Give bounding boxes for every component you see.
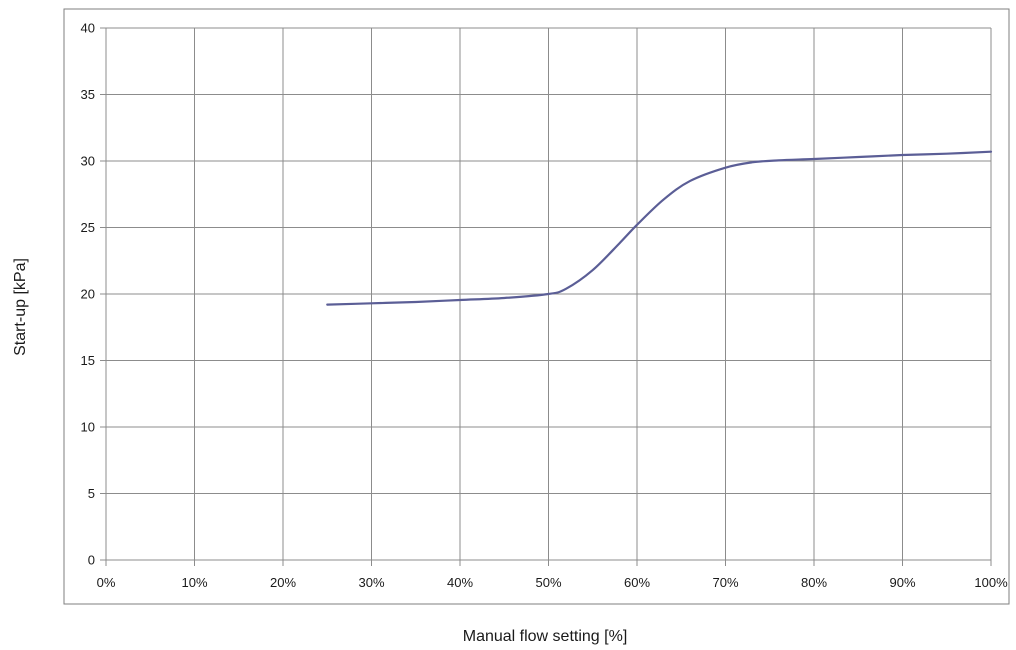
y-tick-label: 15 [81, 353, 95, 368]
chart-frame [63, 8, 1010, 605]
y-tick-label: 20 [81, 287, 95, 302]
x-tick-label: 50% [535, 575, 561, 590]
x-tick-label: 100% [974, 575, 1008, 590]
y-tick-label: 25 [81, 220, 95, 235]
x-tick-label: 40% [447, 575, 473, 590]
x-tick-label: 20% [270, 575, 296, 590]
x-axis-title: Manual flow setting [%] [463, 628, 628, 645]
axis-lines [100, 27, 992, 566]
y-tick-label: 30 [81, 154, 95, 169]
x-tick-label: 0% [97, 575, 116, 590]
y-axis-title: Start-up [kPa] [12, 258, 29, 356]
x-tick-label: 70% [712, 575, 738, 590]
y-tick-labels: 0 5 10 15 20 25 30 35 40 [81, 21, 95, 568]
x-tick-label: 10% [181, 575, 207, 590]
y-tick-label: 5 [88, 486, 95, 501]
x-tick-label: 90% [889, 575, 915, 590]
x-tick-label: 30% [358, 575, 384, 590]
y-tick-label: 35 [81, 87, 95, 102]
x-tick-label: 80% [801, 575, 827, 590]
y-tick-label: 10 [81, 420, 95, 435]
x-tick-label: 60% [624, 575, 650, 590]
series-layer [326, 150, 993, 306]
x-tick-labels: 0% 10% 20% 30% 40% 50% 60% 70% 80% 90% 100% [97, 575, 1008, 590]
series-line-0 [326, 150, 993, 306]
y-tick-label: 40 [81, 21, 95, 36]
y-tick-label: 0 [88, 553, 95, 568]
